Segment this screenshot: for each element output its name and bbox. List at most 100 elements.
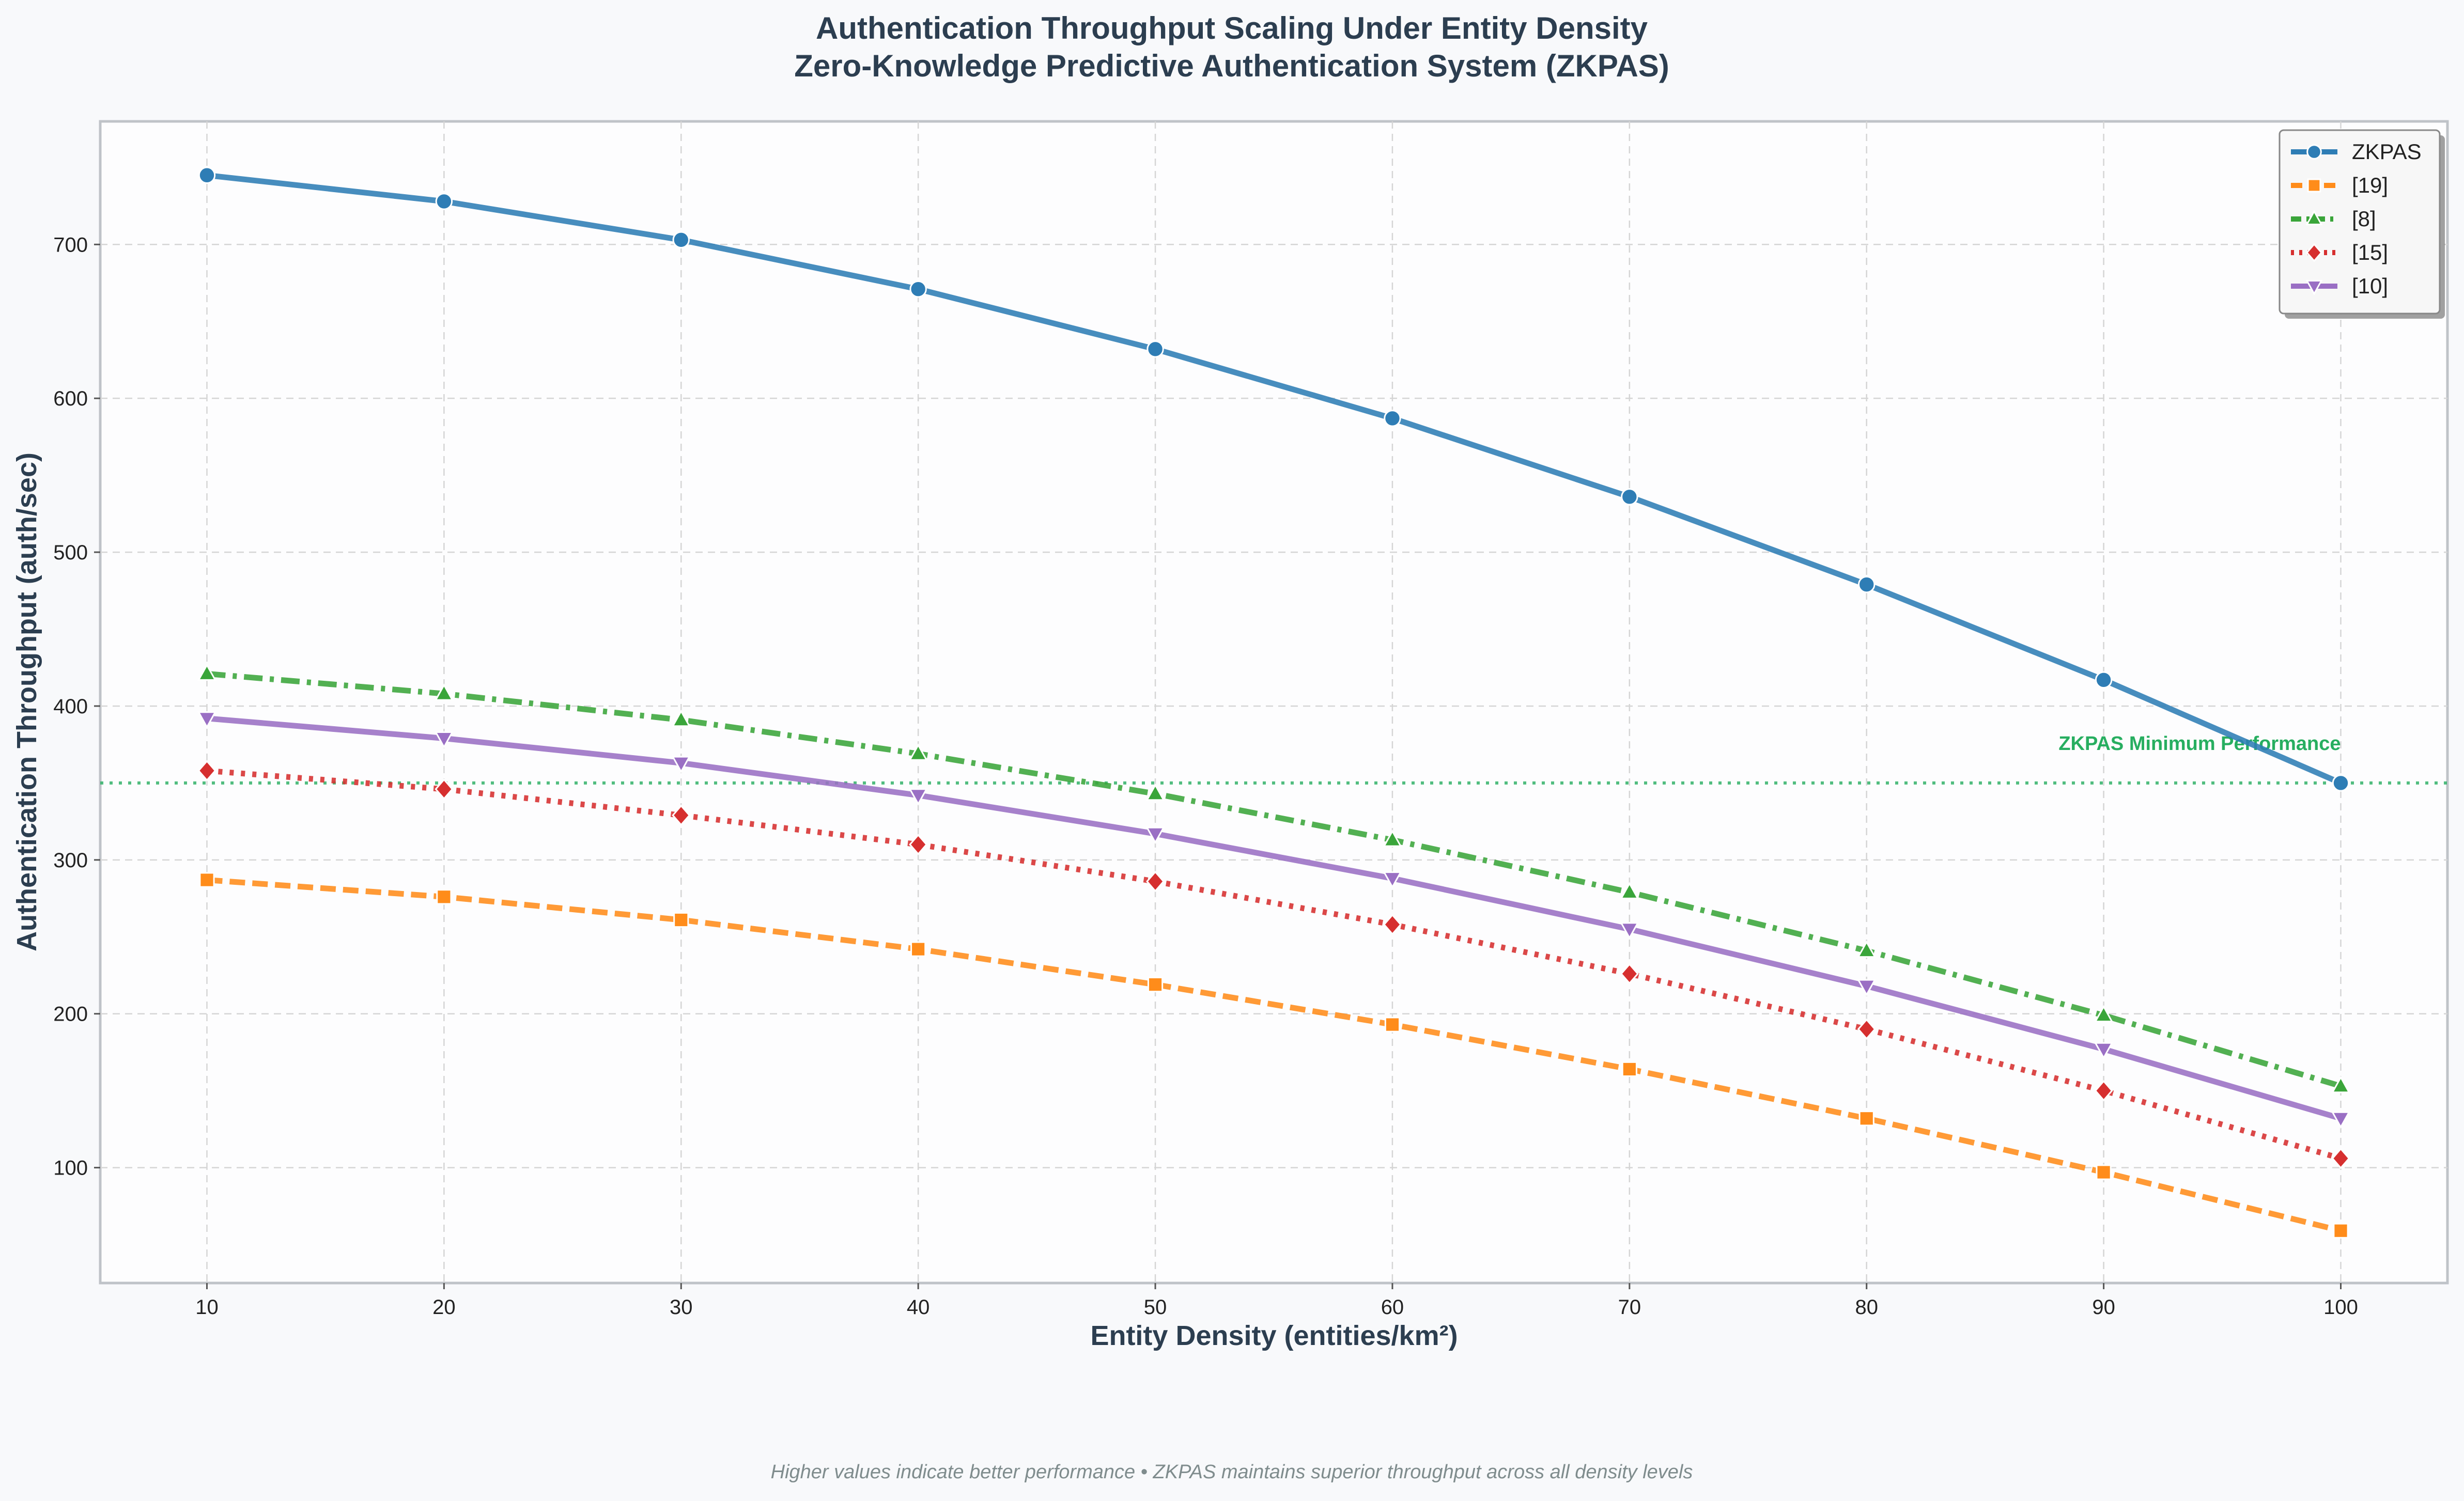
data-point	[2331, 1148, 2350, 1169]
data-point	[2096, 1164, 2112, 1180]
y-tick-label: 500	[53, 541, 88, 564]
data-point	[1620, 922, 1639, 940]
data-point	[199, 872, 215, 888]
legend-entry: [19]	[2291, 173, 2388, 197]
y-tick-label: 200	[53, 1003, 88, 1026]
data-point	[1384, 1017, 1401, 1033]
legend-box	[2279, 129, 2441, 315]
data-point	[2331, 1075, 2351, 1093]
data-point	[197, 760, 216, 781]
x-axis-label: Entity Density (entities/km²)	[1090, 1320, 1458, 1351]
x-tick-label: 10	[195, 1296, 219, 1319]
data-point	[1621, 488, 1638, 506]
plot-area	[99, 120, 2449, 1285]
legend-swatch-marker	[2307, 178, 2321, 193]
data-point	[1146, 870, 1165, 893]
legend: ZKPAS [19] [8] [15] [10]	[2279, 129, 2445, 319]
data-point	[198, 166, 216, 184]
data-point	[1858, 575, 1876, 593]
data-point	[1620, 963, 1639, 984]
series-2	[197, 663, 2351, 1093]
series-line	[207, 715, 2342, 1121]
data-point	[1383, 871, 1402, 889]
data-point	[908, 788, 928, 806]
y-tick-label: 600	[53, 387, 88, 410]
data-point	[910, 941, 926, 957]
data-point	[2332, 774, 2350, 792]
x-tick-label: 60	[1381, 1296, 1404, 1319]
data-point	[1147, 977, 1164, 993]
data-point	[909, 280, 927, 298]
data-point	[671, 709, 691, 727]
x-tick-label: 90	[2092, 1296, 2115, 1319]
series-line	[206, 172, 2342, 786]
data-point	[2094, 1080, 2113, 1102]
data-point	[1857, 979, 1877, 996]
data-point	[2333, 1223, 2349, 1239]
data-point	[672, 231, 690, 249]
y-tick-label: 400	[53, 695, 88, 718]
data-point	[672, 804, 691, 826]
data-point	[2331, 1111, 2351, 1129]
y-tick-label: 100	[53, 1157, 88, 1180]
x-tick-label: 20	[432, 1296, 456, 1319]
series-1	[199, 872, 2349, 1239]
data-point	[1620, 882, 1639, 899]
data-point	[436, 889, 452, 905]
series-layer	[197, 166, 2351, 1239]
legend-swatch-marker	[2305, 210, 2323, 225]
data-point	[1145, 783, 1165, 801]
x-tick-label: 80	[1855, 1296, 1878, 1319]
legend-entry: ZKPAS	[2291, 139, 2422, 164]
tick-labels: 10 20 30 40 50 60 70 80 90 100 100 200 300 400 500 600 7…	[53, 233, 2358, 1319]
data-point	[435, 778, 454, 800]
legend-entry: [10]	[2291, 274, 2388, 298]
y-tick-label: 300	[53, 849, 88, 872]
data-point	[2094, 1042, 2114, 1060]
data-point	[435, 193, 453, 210]
x-tick-label: 30	[670, 1296, 693, 1319]
y-tick-label: 700	[53, 233, 88, 256]
data-point	[908, 743, 928, 761]
chart-title: Authentication Throughput Scaling Under …	[816, 11, 1648, 45]
data-point	[1146, 340, 1164, 358]
data-point	[434, 731, 454, 749]
data-point	[673, 912, 689, 928]
x-tick-label: 70	[1618, 1296, 1641, 1319]
legend-label: [8]	[2352, 207, 2376, 231]
legend-swatch-marker	[2306, 144, 2322, 160]
data-point	[1383, 914, 1402, 935]
data-point	[197, 663, 217, 681]
legend-label: [10]	[2352, 274, 2388, 298]
legend-label: [19]	[2352, 173, 2388, 197]
legend-swatch-marker	[2305, 280, 2323, 295]
minimum-performance-label: ZKPAS Minimum Performance	[2058, 733, 2341, 755]
legend-label: [15]	[2352, 240, 2388, 264]
legend-entry: [8]	[2291, 207, 2376, 231]
data-point	[2094, 1005, 2114, 1023]
data-point	[671, 756, 691, 774]
series-3	[197, 760, 2350, 1169]
x-tick-label: 40	[907, 1296, 930, 1319]
data-point	[1858, 1111, 1874, 1127]
chart-subtitle: Zero-Knowledge Predictive Authentication…	[794, 49, 1669, 83]
series-line	[207, 877, 2342, 1234]
data-point	[1857, 1018, 1876, 1040]
legend-label: ZKPAS	[2352, 139, 2422, 164]
legend-swatch-marker	[2306, 243, 2322, 262]
data-point	[2095, 671, 2113, 689]
data-point	[1621, 1061, 1637, 1077]
footnote: Higher values indicate better performanc…	[771, 1461, 1693, 1483]
data-point	[1384, 410, 1401, 427]
data-point	[1857, 940, 1877, 958]
x-tick-label: 50	[1144, 1296, 1167, 1319]
y-axis-label: Authentication Throughput (auth/sec)	[11, 452, 42, 951]
data-point	[1383, 830, 1402, 847]
series-4	[197, 711, 2351, 1129]
data-point	[909, 834, 928, 855]
data-point	[197, 711, 217, 729]
data-point	[434, 683, 454, 701]
reference-line-layer: ZKPAS Minimum Performance	[100, 733, 2447, 785]
x-tick-label: 100	[2323, 1296, 2358, 1319]
